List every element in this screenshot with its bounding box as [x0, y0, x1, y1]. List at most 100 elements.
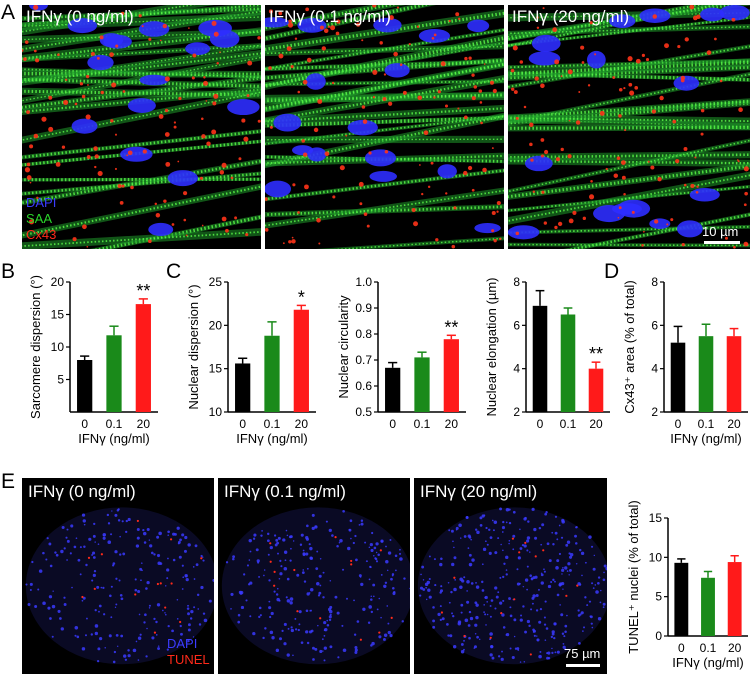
bar-20: [135, 304, 151, 412]
bar-20: [727, 562, 742, 636]
micrograph-e-2-image: [414, 478, 607, 674]
x-axis-label: IFNγ (ng/ml): [672, 655, 744, 670]
legend-dapi-e: DAPI: [167, 636, 198, 651]
significance-marker: *: [298, 287, 305, 307]
x-axis-label: IFNγ (ng/ml): [78, 431, 150, 446]
x-tick-label: 20: [137, 417, 151, 431]
x-tick-label: 0: [389, 417, 396, 431]
legend-tunel: TUNEL: [167, 652, 210, 667]
micrograph-e-1: IFNγ (0.1 ng/ml): [218, 478, 410, 674]
y-axis-label: Nuclear circularity: [336, 295, 351, 399]
legend-dapi: DAPI: [26, 195, 57, 210]
bar-0.1: [414, 357, 430, 412]
y-tick-label: 0: [655, 629, 662, 643]
bar-0: [674, 562, 689, 636]
bar-0.1: [106, 335, 122, 412]
micrograph-e-0-image: [22, 478, 214, 674]
y-tick-label: 2: [513, 405, 520, 419]
bar-20: [443, 339, 459, 412]
y-tick-label: 8: [513, 275, 520, 289]
significance-marker: **: [589, 344, 603, 364]
x-tick-label: 0.1: [560, 417, 577, 431]
x-tick-label: 0: [239, 417, 246, 431]
micrograph-e-1-image: [218, 478, 410, 674]
x-tick-label: 20: [589, 417, 603, 431]
y-axis-label: Cx43⁺ area (% of total): [622, 280, 637, 413]
y-tick-label: 1.0: [355, 275, 372, 289]
y-tick-label: 25: [209, 275, 223, 289]
y-axis-label: Nuclear dispersion (°): [186, 284, 201, 409]
micrograph-a-1-image: [265, 5, 504, 249]
y-tick-label: 0.6: [355, 379, 372, 393]
micrograph-e-0-label: IFNγ (0 ng/ml): [28, 482, 136, 501]
micrograph-a-2-label: IFNγ (20 ng/ml): [512, 7, 630, 26]
legend-saa: SAA: [26, 211, 53, 226]
micrograph-a-2-image: [508, 5, 750, 249]
bar-0: [77, 360, 93, 412]
channel-legend-e: DAPI TUNEL: [167, 636, 210, 668]
scale-bar-label-a: 10 µm: [702, 224, 739, 239]
y-tick-label: 0.7: [355, 353, 372, 367]
panel-letter-b: B: [1, 260, 16, 283]
bar-20: [293, 309, 309, 412]
micrograph-a-0-image: [22, 5, 261, 249]
significance-marker: **: [136, 281, 150, 301]
y-tick-label: 10: [51, 340, 65, 354]
bar-20: [588, 368, 604, 412]
y-tick-label: 15: [51, 308, 65, 322]
y-axis-label: TUNEL⁺ nuclei (% of total): [626, 500, 641, 654]
micrograph-e-0: IFNγ (0 ng/ml) DAPI TUNEL: [22, 478, 214, 674]
micrograph-e-2-label: IFNγ (20 ng/ml): [420, 482, 538, 501]
y-tick-label: 4: [651, 362, 658, 376]
x-tick-label: 0: [678, 641, 685, 655]
y-tick-label: 2: [651, 405, 658, 419]
micrograph-a-0: IFNγ (0 ng/ml) DAPI SAA Cx43: [22, 5, 261, 249]
y-tick-label: 0.9: [355, 301, 372, 315]
scale-bar-label-e: 75 µm: [564, 646, 601, 661]
x-axis-label: IFNγ (ng/ml): [670, 431, 742, 446]
bar-0.1: [701, 577, 715, 636]
y-axis-label: Nuclear elongation (µm): [484, 278, 499, 417]
y-tick-label: 15: [209, 362, 223, 376]
y-tick-label: 5: [655, 590, 662, 604]
y-tick-label: 0.5: [355, 405, 372, 419]
channel-legend-a: DAPI SAA Cx43: [26, 195, 56, 243]
micrograph-a-1: IFNγ (0.1 ng/ml): [265, 5, 504, 249]
significance-marker: **: [444, 317, 458, 337]
scale-bar-a: [704, 241, 740, 244]
y-tick-label: 10: [649, 550, 663, 564]
y-tick-label: 20: [51, 275, 65, 289]
panel-letter-e: E: [1, 470, 16, 493]
x-tick-label: 0.1: [414, 417, 431, 431]
y-tick-label: 10: [209, 405, 223, 419]
x-tick-label: 20: [295, 417, 309, 431]
y-tick-label: 6: [513, 318, 520, 332]
x-tick-label: 0.1: [264, 417, 281, 431]
bar-20: [726, 336, 742, 412]
micrograph-e-2: IFNγ (20 ng/ml) 75 µm: [414, 478, 607, 674]
y-tick-label: 6: [651, 318, 658, 332]
y-tick-label: 15: [649, 511, 663, 525]
micrograph-a-1-label: IFNγ (0.1 ng/ml): [269, 7, 391, 26]
y-tick-label: 4: [513, 362, 520, 376]
panel-letter-c: C: [166, 260, 182, 283]
micrograph-a-2: IFNγ (20 ng/ml) 10 µm: [508, 5, 750, 249]
panel-letter-a: A: [1, 1, 16, 24]
micrograph-a-0-label: IFNγ (0 ng/ml): [26, 7, 134, 26]
bar-0.1: [698, 336, 714, 412]
x-tick-label: 20: [728, 641, 742, 655]
bar-0: [532, 305, 548, 412]
bar-0: [235, 363, 251, 412]
y-tick-label: 5: [57, 373, 64, 387]
micrograph-e-1-label: IFNγ (0.1 ng/ml): [224, 482, 346, 501]
x-tick-label: 0: [81, 417, 88, 431]
scale-bar-e: [566, 664, 600, 667]
y-tick-label: 8: [651, 275, 658, 289]
x-tick-label: 0.1: [106, 417, 123, 431]
